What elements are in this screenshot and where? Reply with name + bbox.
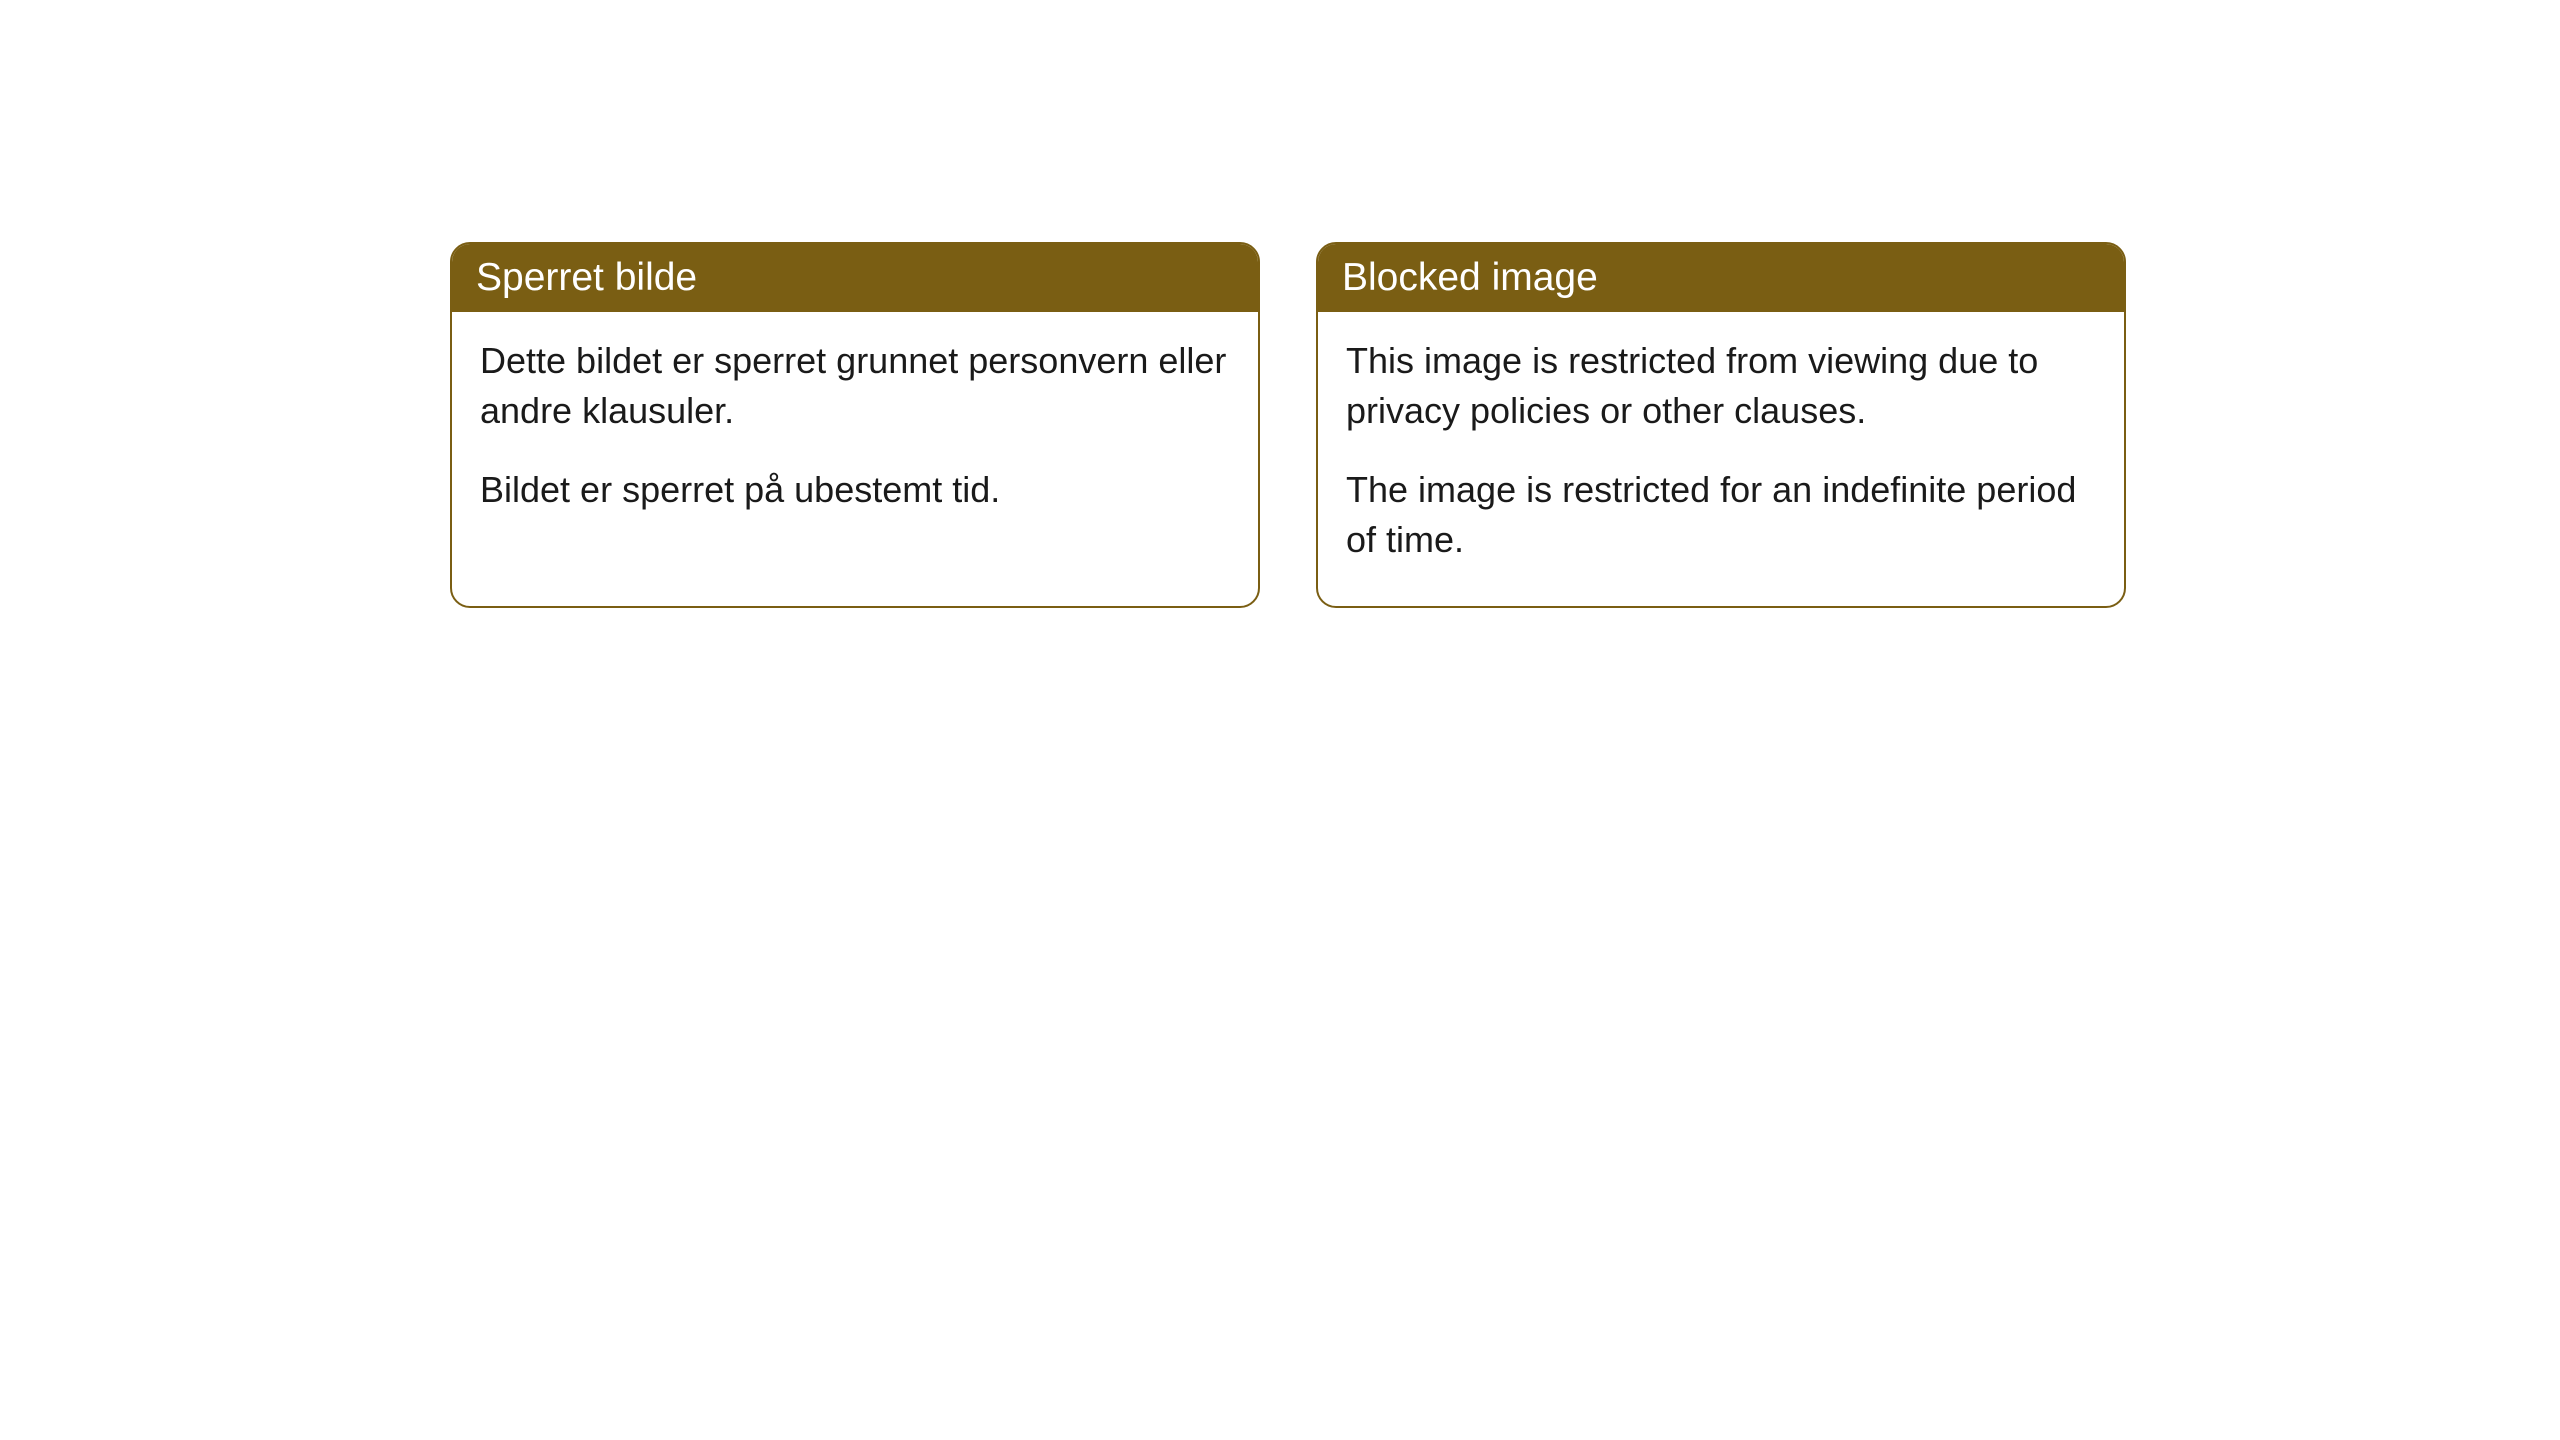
blocked-image-card-english: Blocked image This image is restricted f… xyxy=(1316,242,2126,608)
card-header-norwegian: Sperret bilde xyxy=(452,244,1258,312)
card-body-english: This image is restricted from viewing du… xyxy=(1318,312,2124,606)
card-paragraph-2-norwegian: Bildet er sperret på ubestemt tid. xyxy=(480,465,1230,515)
notification-cards-container: Sperret bilde Dette bildet er sperret gr… xyxy=(450,242,2126,608)
card-header-english: Blocked image xyxy=(1318,244,2124,312)
card-paragraph-1-norwegian: Dette bildet er sperret grunnet personve… xyxy=(480,336,1230,437)
card-title-english: Blocked image xyxy=(1342,256,1598,299)
card-paragraph-2-english: The image is restricted for an indefinit… xyxy=(1346,465,2096,566)
card-paragraph-1-english: This image is restricted from viewing du… xyxy=(1346,336,2096,437)
blocked-image-card-norwegian: Sperret bilde Dette bildet er sperret gr… xyxy=(450,242,1260,608)
card-body-norwegian: Dette bildet er sperret grunnet personve… xyxy=(452,312,1258,555)
card-title-norwegian: Sperret bilde xyxy=(476,256,697,299)
